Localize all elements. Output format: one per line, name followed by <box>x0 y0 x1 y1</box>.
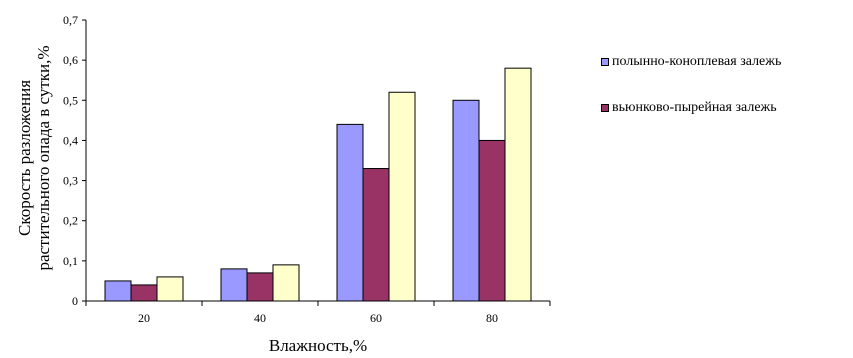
y-tick-label: 0,2 <box>63 214 78 228</box>
y-axis-label-line-1: Скорость разложения <box>15 80 34 236</box>
x-ticks-group: 20 40 60 80 <box>85 301 551 325</box>
legend: полынно-коноплевая залежь вьюнково-пырей… <box>601 54 781 146</box>
bar-series-2-20 <box>130 284 158 302</box>
y-tick-label: 0,7 <box>63 13 78 27</box>
y-tick-label: 0 <box>72 294 78 308</box>
x-tick-label-20: 20 <box>138 311 150 325</box>
legend-swatch-series-2 <box>601 104 609 112</box>
legend-item-series-2: вьюнково-пырейная залежь <box>601 100 781 116</box>
bar-series-1-20 <box>104 280 132 302</box>
bars-group <box>104 67 532 302</box>
x-tick-label-60: 60 <box>370 311 382 325</box>
bar-series-3-60 <box>388 91 416 302</box>
bar-series-3-20 <box>156 276 184 302</box>
x-tick-label-40: 40 <box>254 311 266 325</box>
bar-series-2-40 <box>246 272 274 302</box>
bar-series-2-60 <box>362 168 390 302</box>
y-tick-label: 0,1 <box>63 254 78 268</box>
legend-label-series-1: полынно-коноплевая залежь <box>612 54 782 69</box>
legend-swatch-series-1 <box>601 58 609 66</box>
x-tick-label-80: 80 <box>486 311 498 325</box>
bar-series-3-40 <box>272 264 300 302</box>
y-ticks-group: 0 0,1 0,2 0,3 0,4 0,5 0,6 0,7 <box>63 13 86 308</box>
y-axis-label-line-2: растительного опада в сутки,% <box>34 45 53 270</box>
bar-series-1-40 <box>220 268 248 302</box>
bar-series-3-80 <box>504 67 532 302</box>
bar-series-2-80 <box>478 139 506 302</box>
x-axis-label: Влажность,% <box>269 336 367 355</box>
legend-label-series-2: вьюнково-пырейная залежь <box>612 100 777 115</box>
y-tick-label: 0,6 <box>63 53 78 67</box>
y-tick-label: 0,5 <box>63 93 78 107</box>
bar-series-1-80 <box>452 99 480 302</box>
y-tick-label: 0,3 <box>63 174 78 188</box>
legend-item-series-1: полынно-коноплевая залежь <box>601 54 781 70</box>
bar-series-1-60 <box>336 123 364 302</box>
y-tick-label: 0,4 <box>63 133 78 147</box>
